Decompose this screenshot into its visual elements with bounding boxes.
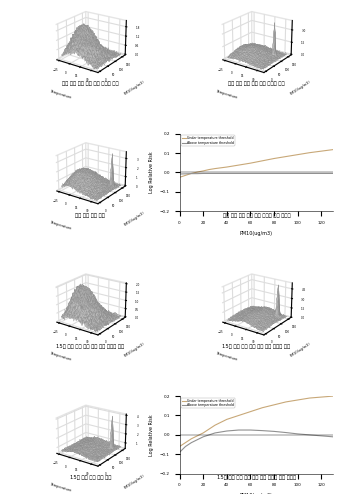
Text: 15세 미만 연령 기온 역치 수준 미만의 범위: 15세 미만 연령 기온 역치 수준 미만의 범위	[222, 344, 290, 349]
Above temperature threshold	[183, 171, 187, 177]
Above temperature threshold	[296, 170, 300, 176]
Text: 15세 미만 연령 기온 역치 수준 이상의 범위: 15세 미만 연령 기온 역치 수준 이상의 범위	[56, 344, 124, 349]
Under temperature threshold	[237, 162, 241, 168]
Under temperature threshold	[319, 148, 323, 154]
Y-axis label: Log Relative Risk: Log Relative Risk	[149, 152, 154, 193]
Text: 전체 연령 기온 역치 수준 미만의 범위: 전체 연령 기온 역치 수준 미만의 범위	[228, 82, 285, 86]
Under temperature threshold	[189, 436, 193, 442]
Under temperature threshold	[260, 158, 264, 164]
Y-axis label: PM10(ug/m3): PM10(ug/m3)	[123, 80, 145, 96]
X-axis label: Temperature: Temperature	[215, 351, 238, 362]
Above temperature threshold	[183, 444, 187, 450]
Under temperature threshold	[249, 409, 253, 414]
Under temperature threshold	[307, 150, 311, 156]
X-axis label: Temperature: Temperature	[49, 483, 72, 493]
Under temperature threshold	[201, 168, 205, 174]
Under temperature threshold	[183, 440, 187, 446]
Under temperature threshold	[183, 172, 187, 178]
Above temperature threshold	[213, 430, 217, 436]
Above temperature threshold	[177, 450, 182, 455]
Under temperature threshold	[177, 444, 182, 450]
Y-axis label: PM10(ug/m3): PM10(ug/m3)	[123, 342, 145, 358]
Text: 전체 연령 기온 역치 수준 이상의 범위: 전체 연령 기온 역치 수준 이상의 범위	[62, 82, 119, 86]
Line: Under temperature threshold: Under temperature threshold	[180, 150, 333, 177]
Y-axis label: PM10(ug/m3): PM10(ug/m3)	[123, 473, 145, 490]
Above temperature threshold	[225, 428, 229, 434]
Under temperature threshold	[319, 394, 323, 400]
Legend: Under temperature threshold, Above temperature threshold: Under temperature threshold, Above tempe…	[181, 398, 235, 408]
Y-axis label: PM10(ug/m3): PM10(ug/m3)	[289, 80, 311, 96]
Y-axis label: PM10(ug/m3): PM10(ug/m3)	[123, 211, 145, 227]
Under temperature threshold	[201, 430, 205, 436]
Above temperature threshold	[225, 170, 229, 176]
Under temperature threshold	[207, 166, 211, 172]
Text: 전체 연령 전체 범위: 전체 연령 전체 범위	[75, 212, 105, 218]
Above temperature threshold	[189, 170, 193, 176]
Line: Above temperature threshold: Above temperature threshold	[180, 173, 333, 174]
Under temperature threshold	[249, 160, 253, 166]
Above temperature threshold	[201, 170, 205, 176]
Above temperature threshold	[249, 170, 253, 176]
Above temperature threshold	[284, 430, 288, 436]
Under temperature threshold	[225, 416, 229, 422]
Line: Above temperature threshold: Above temperature threshold	[180, 430, 333, 453]
Above temperature threshold	[260, 428, 264, 434]
Under temperature threshold	[195, 169, 199, 175]
X-axis label: PM10(ug/m3): PM10(ug/m3)	[240, 231, 273, 236]
Under temperature threshold	[237, 412, 241, 418]
X-axis label: PM10(ug/m3): PM10(ug/m3)	[240, 493, 273, 494]
Above temperature threshold	[319, 170, 323, 176]
Above temperature threshold	[307, 432, 311, 438]
Above temperature threshold	[272, 170, 276, 176]
Above temperature threshold	[201, 434, 205, 440]
Above temperature threshold	[213, 170, 217, 176]
X-axis label: Temperature: Temperature	[49, 220, 72, 231]
Above temperature threshold	[296, 431, 300, 437]
Above temperature threshold	[237, 427, 241, 433]
Y-axis label: Log Relative Risk: Log Relative Risk	[149, 414, 154, 455]
Above temperature threshold	[284, 170, 288, 176]
Legend: Under temperature threshold, Above temperature threshold: Under temperature threshold, Above tempe…	[181, 135, 235, 146]
Above temperature threshold	[189, 440, 193, 446]
Y-axis label: PM10(ug/m3): PM10(ug/m3)	[289, 342, 311, 358]
Under temperature threshold	[213, 422, 217, 428]
Above temperature threshold	[195, 170, 199, 176]
Under temperature threshold	[331, 147, 335, 153]
Above temperature threshold	[237, 170, 241, 176]
Under temperature threshold	[272, 156, 276, 162]
Under temperature threshold	[296, 152, 300, 158]
Text: 15세 미만 연령 기온 역치 수준 구분에 따른 관련성: 15세 미만 연령 기온 역치 수준 구분에 따른 관련성	[217, 475, 296, 480]
Above temperature threshold	[207, 170, 211, 176]
Under temperature threshold	[272, 402, 276, 408]
Under temperature threshold	[177, 174, 182, 180]
Line: Under temperature threshold: Under temperature threshold	[180, 396, 333, 447]
Under temperature threshold	[260, 405, 264, 411]
Above temperature threshold	[331, 170, 335, 176]
Under temperature threshold	[331, 393, 335, 399]
Text: 전체 연령 기온 역치 수준 구분에 따른 관련성: 전체 연령 기온 역치 수준 구분에 따른 관련성	[223, 212, 290, 218]
Under temperature threshold	[284, 154, 288, 160]
Under temperature threshold	[225, 164, 229, 170]
Above temperature threshold	[307, 170, 311, 176]
Above temperature threshold	[177, 171, 182, 177]
Under temperature threshold	[307, 395, 311, 401]
Under temperature threshold	[284, 399, 288, 405]
X-axis label: Temperature: Temperature	[49, 89, 72, 99]
X-axis label: Temperature: Temperature	[215, 89, 238, 99]
Text: 15세 미만 연령 전체 범위: 15세 미만 연령 전체 범위	[70, 475, 111, 480]
Under temperature threshold	[213, 165, 217, 171]
Above temperature threshold	[249, 427, 253, 433]
Above temperature threshold	[260, 170, 264, 176]
Above temperature threshold	[319, 433, 323, 439]
Under temperature threshold	[189, 170, 193, 176]
Under temperature threshold	[296, 397, 300, 403]
X-axis label: Temperature: Temperature	[49, 351, 72, 362]
Above temperature threshold	[272, 428, 276, 434]
Above temperature threshold	[331, 434, 335, 440]
